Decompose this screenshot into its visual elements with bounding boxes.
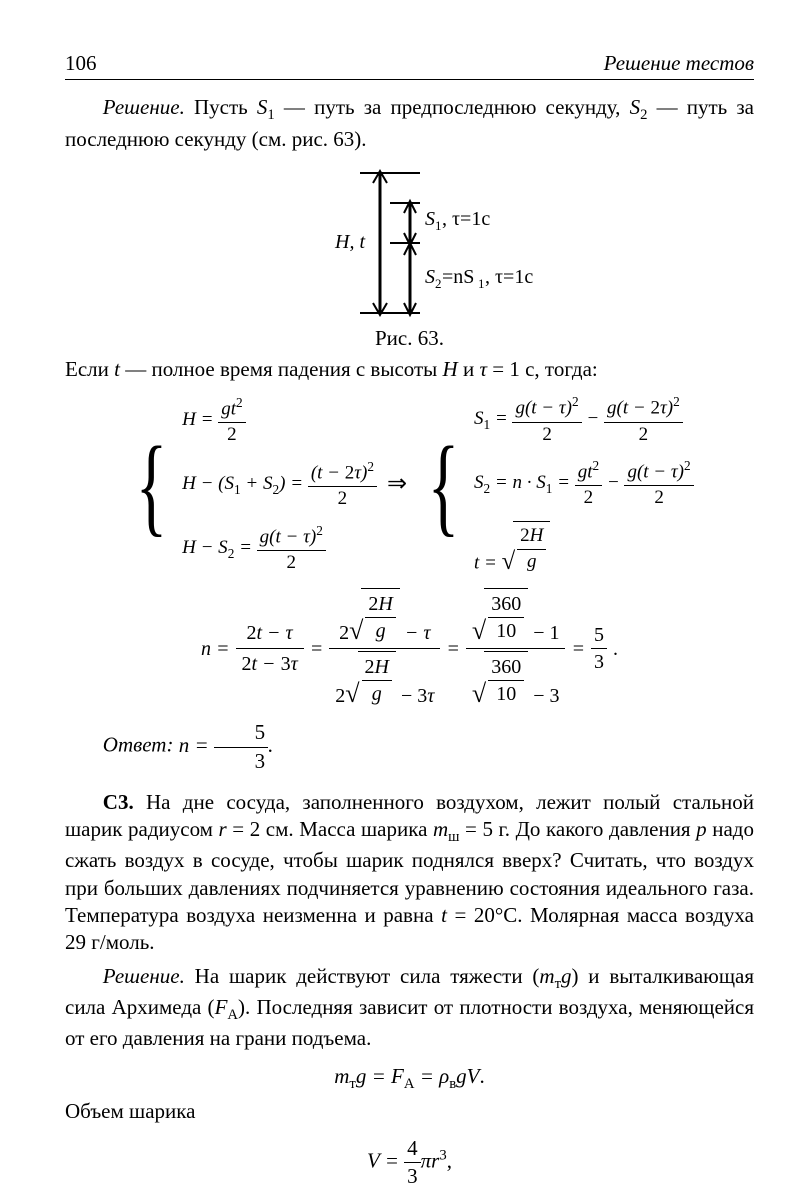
line-after-figure: Если t — полное время падения с высоты H… [65,356,754,383]
n-equation: n = 2t − τ 2t − 3τ = 2√2Hg − τ 2√2Hg − 3… [65,586,754,711]
volume-equation: V = 43πr3, [65,1135,754,1191]
svg-text:H, t: H, t [334,231,365,253]
system-left: { H = gt22 H − (S1 + S2) = (t − 2τ)22 H … [125,393,377,576]
problem-c3: С3. На дне сосуда, заполненного воздухом… [65,789,754,957]
implies-arrow: ⇒ [377,393,417,576]
svg-text:1: 1 [478,276,485,291]
svg-text:2: 2 [435,276,442,291]
system-right: { S1 = g(t − τ)22 − g(t − 2τ)22 S2 = n ·… [417,393,694,576]
svg-text:S: S [425,266,435,288]
equation-systems: { H = gt22 H − (S1 + S2) = (t − 2τ)22 H … [65,393,754,576]
page-header: 106 Решение тестов [65,50,754,80]
figure-caption: Рис. 63. [65,325,754,352]
solution-intro: Решение. Пусть S1 — путь за предпоследню… [65,94,754,153]
solution2-label: Решение. [103,964,185,988]
force-equation: mтg = FА = ρвgV. [65,1063,754,1094]
svg-text:=nS: =nS [442,266,474,288]
svg-text:S: S [425,208,435,230]
svg-text:, τ=1с: , τ=1с [485,266,533,288]
problem-tag: С3. [103,790,134,814]
page-number: 106 [65,50,97,77]
solution2: Решение. На шарик действуют сила тяжести… [65,963,754,1053]
volume-label: Объем шарика [65,1098,754,1125]
svg-text:1: 1 [435,218,442,233]
figure-svg: H, t S 1 , τ=1с S 2 =nS 1 , τ=1с [260,163,560,323]
figure-63: H, t S 1 , τ=1с S 2 =nS 1 , τ=1с Рис. 63… [65,163,754,352]
solution-label: Решение. [103,95,185,119]
answer-line: Ответ: n = 53. [65,719,754,775]
page: 106 Решение тестов Решение. Пусть S1 — п… [0,0,809,1175]
answer-label: Ответ: [103,733,174,757]
problem-c3-text: На дне сосуда, заполненного воздухом, ле… [65,790,754,954]
svg-text:, τ=1с: , τ=1с [442,208,490,230]
section-title: Решение тестов [604,50,754,77]
